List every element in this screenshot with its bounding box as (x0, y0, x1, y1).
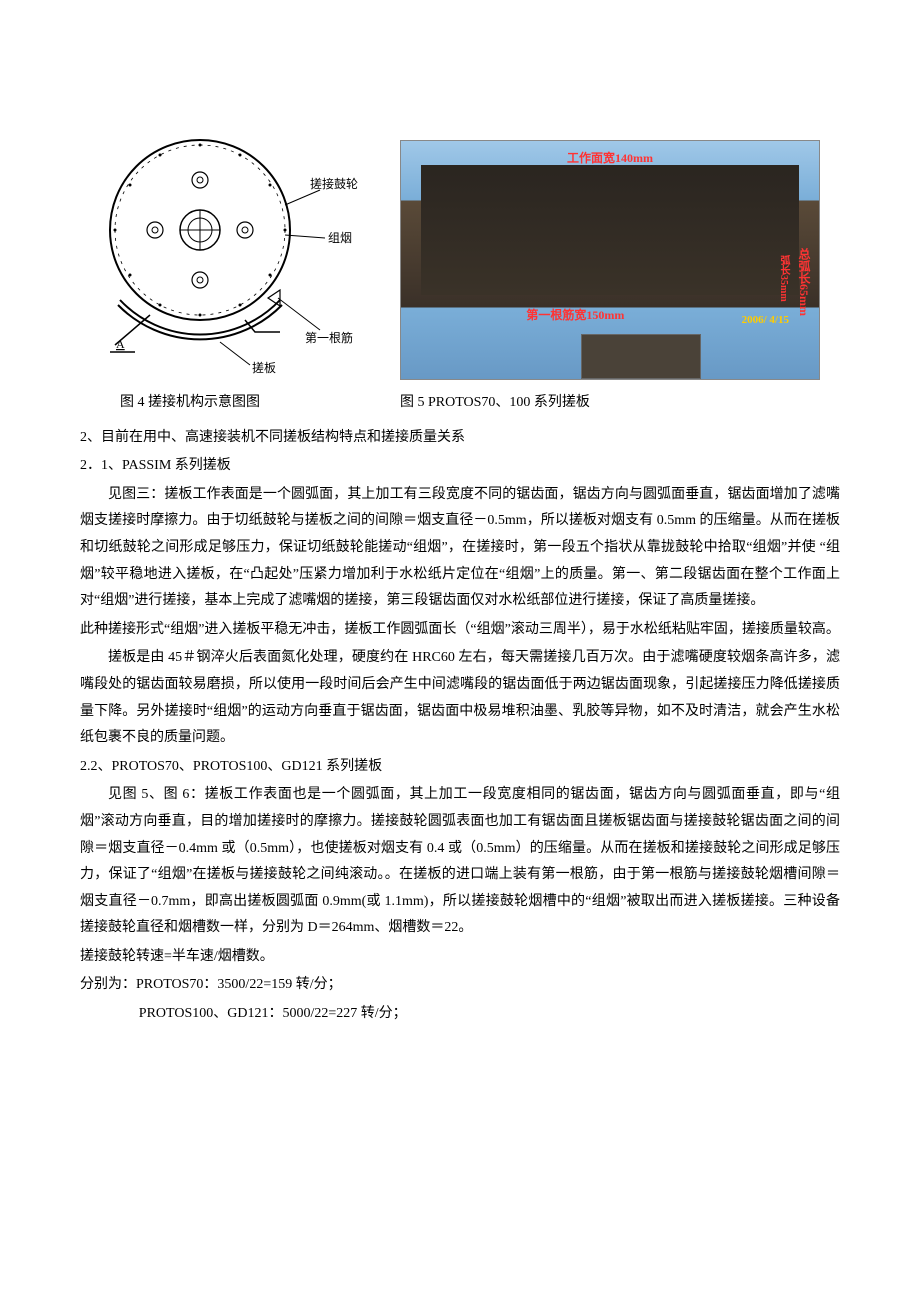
label-plate: 搓板 (252, 360, 276, 375)
figures-row: A 搓接鼓轮 组烟 第一根筋 搓板 工作面宽140mm 总弧长65mm 弧长35… (80, 120, 840, 380)
annot-top: 工作面宽140mm (567, 147, 653, 170)
captions-row: 图 4 搓接机构示意图图 图 5 PROTOS70、100 系列搓板 (80, 390, 840, 417)
para-2-1-3: 搓板是由 45＃钢淬火后表面氮化处理，硬度约在 HRC60 左右，每天需搓接几百… (80, 645, 840, 751)
photo-body (421, 165, 799, 295)
caption-fig5: 图 5 PROTOS70、100 系列搓板 (400, 390, 840, 417)
photo-base (581, 334, 701, 379)
figure-5-photo: 工作面宽140mm 总弧长65mm 弧长35mm 第一根筋宽150mm 2006… (400, 140, 820, 380)
para-2-2-1: 见图 5、图 6：搓板工作表面也是一个圆弧面，其上加工一段宽度相同的锯齿面，锯齿… (80, 782, 840, 942)
schematic-svg: A 搓接鼓轮 组烟 第一根筋 搓板 (80, 120, 360, 380)
section-2-heading: 2、目前在用中、高速接装机不同搓板结构特点和搓接质量关系 (80, 425, 840, 452)
annot-date: 2006/ 4/15 (742, 310, 789, 331)
section-2-1-heading: 2．1、PASSIM 系列搓板 (80, 453, 840, 480)
annot-bottom: 第一根筋宽150mm (526, 304, 624, 327)
label-first-rib: 第一根筋 (305, 330, 353, 345)
caption-fig4: 图 4 搓接机构示意图图 (80, 390, 400, 417)
para-2-1-1: 见图三：搓板工作表面是一个圆弧面，其上加工有三段宽度不同的锯齿面，锯齿方向与圆弧… (80, 482, 840, 615)
annot-right: 总弧长65mm (792, 248, 815, 316)
figure-4-schematic: A 搓接鼓轮 组烟 第一根筋 搓板 (80, 120, 360, 380)
photo-box: 工作面宽140mm 总弧长65mm 弧长35mm 第一根筋宽150mm 2006… (400, 140, 820, 380)
label-point-a: A (116, 337, 125, 351)
label-cigarette: 组烟 (328, 231, 352, 245)
section-2-2-heading: 2.2、PROTOS70、PROTOS100、GD121 系列搓板 (80, 754, 840, 781)
formula-line: 搓接鼓轮转速=半车速/烟槽数。 (80, 944, 840, 971)
annot-right2: 弧长35mm (774, 255, 793, 302)
para-2-1-2: 此种搓接形式“组烟”进入搓板平稳无冲击，搓板工作圆弧面长（“组烟”滚动三周半），… (80, 617, 840, 644)
calc-intro: 分别为：PROTOS70：3500/22=159 转/分； (80, 972, 840, 999)
calc-line-2: PROTOS100、GD121：5000/22=227 转/分； (80, 1001, 840, 1028)
label-roller: 搓接鼓轮 (310, 176, 358, 191)
